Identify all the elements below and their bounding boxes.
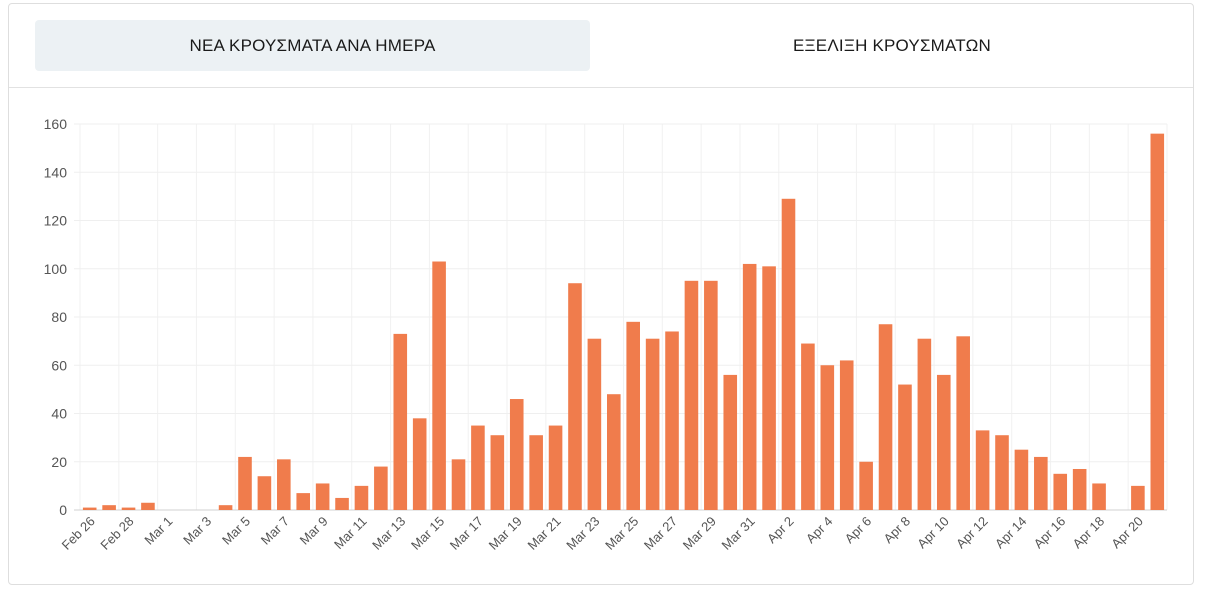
bar (121, 507, 136, 510)
tab-cases-evolution[interactable]: ΕΞΕΛΙΞΗ ΚΡΟΥΣΜΑΤΩΝ (793, 35, 991, 55)
x-tick-label: Apr 12 (953, 514, 991, 552)
x-tick-label: Mar 29 (680, 514, 719, 553)
bar (471, 425, 485, 510)
x-tick-label: Feb 26 (59, 514, 98, 553)
bar (1072, 468, 1087, 510)
x-tick-label: Apr 4 (803, 514, 836, 547)
y-tick-label: 80 (51, 309, 67, 325)
bar (432, 261, 446, 510)
bar (878, 324, 893, 510)
x-tick-label: Mar 15 (408, 514, 447, 553)
bar (936, 374, 951, 510)
bar (412, 418, 427, 510)
bar (568, 283, 582, 510)
bar (684, 280, 699, 510)
x-tick-label: Feb 28 (97, 514, 136, 553)
x-tick-label: Mar 11 (331, 514, 370, 553)
bar (102, 505, 116, 510)
y-tick-label: 40 (51, 406, 67, 422)
x-tick-label: Mar 17 (447, 514, 486, 553)
bar (975, 430, 990, 510)
bar (587, 338, 602, 510)
x-tick-label: Apr 10 (914, 514, 952, 552)
bar (1014, 449, 1029, 510)
bar (257, 476, 272, 510)
x-tick-label: Apr 8 (880, 514, 913, 547)
bar (859, 461, 873, 510)
bar (607, 394, 621, 510)
x-tick-label: Mar 27 (641, 514, 680, 553)
x-tick-label: Mar 31 (719, 514, 758, 553)
bar (218, 505, 233, 510)
x-tick-label: Mar 19 (486, 514, 525, 553)
bar (296, 493, 311, 510)
y-tick-label: 160 (44, 116, 68, 132)
x-tick-label: Mar 1 (141, 514, 175, 548)
bar (781, 198, 796, 510)
bar (762, 266, 776, 510)
bar (839, 360, 854, 510)
bar (490, 435, 505, 510)
bar (995, 435, 1009, 510)
tab-bar: ΝΕΑ ΚΡΟΥΣΜΑΤΑ ΑΝΑ ΗΜΕΡΑ ΕΞΕΛΙΞΗ ΚΡΟΥΣΜΑΤ… (9, 4, 1193, 88)
bar (626, 321, 640, 510)
bar (509, 399, 524, 510)
bar (1092, 483, 1106, 510)
bar (917, 338, 932, 510)
chart-card: ΝΕΑ ΚΡΟΥΣΜΑΤΑ ΑΝΑ ΗΜΕΡΑ ΕΞΕΛΙΞΗ ΚΡΟΥΣΜΑΤ… (8, 3, 1194, 585)
bar (801, 343, 815, 510)
x-tick-label: Mar 7 (258, 514, 292, 548)
bar (704, 280, 718, 510)
x-tick-label: Mar 25 (602, 514, 641, 553)
tab-new-cases-per-day[interactable]: ΝΕΑ ΚΡΟΥΣΜΑΤΑ ΑΝΑ ΗΜΕΡΑ (35, 20, 590, 71)
bar (393, 333, 408, 510)
y-tick-label: 0 (59, 502, 67, 518)
bar (548, 425, 563, 510)
y-tick-label: 60 (51, 357, 67, 373)
bar (1034, 456, 1048, 510)
y-tick-label: 140 (44, 164, 68, 180)
bar (1053, 473, 1068, 510)
x-tick-label: Apr 14 (992, 514, 1030, 552)
x-tick-label: Apr 18 (1069, 514, 1107, 552)
bar (956, 336, 970, 510)
bar (277, 459, 291, 510)
bar (451, 459, 466, 510)
bar (335, 497, 349, 510)
bar (742, 263, 757, 510)
bar (665, 331, 679, 510)
bar (1150, 133, 1165, 510)
bar (354, 485, 369, 510)
x-tick-label: Mar 21 (524, 514, 563, 553)
bar (645, 338, 660, 510)
x-tick-label: Mar 13 (369, 514, 408, 553)
x-tick-label: Mar 3 (180, 514, 214, 548)
y-tick-label: 100 (44, 261, 68, 277)
y-tick-label: 20 (51, 454, 67, 470)
bar (238, 456, 252, 510)
x-tick-label: Apr 16 (1031, 514, 1069, 552)
bar (723, 374, 738, 510)
bar (529, 435, 543, 510)
bar (82, 507, 97, 510)
bar (374, 466, 388, 510)
bar (141, 502, 155, 510)
x-tick-label: Apr 2 (764, 514, 797, 547)
x-tick-label: Apr 6 (842, 514, 875, 547)
x-tick-label: Mar 5 (219, 514, 253, 548)
x-tick-label: Mar 9 (297, 514, 331, 548)
bar (1131, 485, 1145, 510)
bar (820, 365, 835, 510)
x-tick-label: Apr 20 (1108, 514, 1146, 552)
x-tick-label: Mar 23 (563, 514, 602, 553)
bar (315, 483, 330, 510)
y-tick-label: 120 (44, 213, 68, 229)
bar (898, 384, 912, 510)
